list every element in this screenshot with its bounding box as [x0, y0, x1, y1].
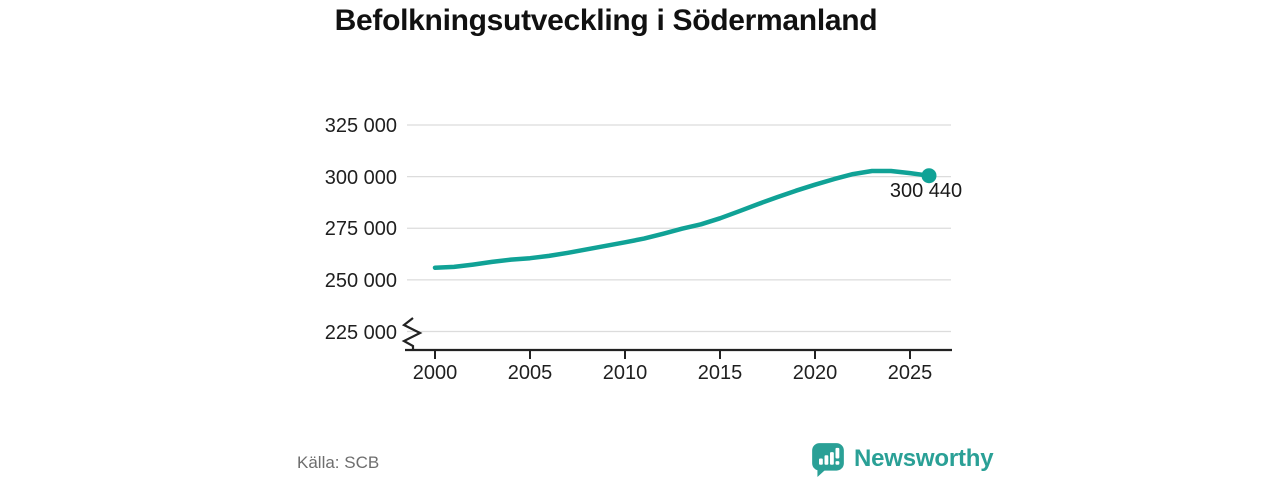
latest-value-label: 300 440	[889, 180, 963, 202]
population-series-line	[432, 168, 932, 270]
y-tick-label: 300 000	[324, 166, 397, 189]
newsworthy-logo-text: Newsworthy	[854, 445, 994, 472]
x-axis	[405, 348, 952, 359]
x-tick-label: 2010	[602, 362, 648, 384]
page-title: Befolkningsutveckling i Södermanland	[334, 4, 878, 37]
newsworthy-logo-icon	[812, 442, 844, 477]
source-note: Källa: SCB	[297, 453, 380, 472]
y-tick-label: 250 000	[324, 269, 397, 292]
y-axis-break-icon	[401, 317, 423, 350]
x-tick-label: 2020	[792, 362, 838, 384]
y-tick-label: 275 000	[324, 218, 397, 241]
x-tick-label: 2015	[697, 362, 743, 384]
x-tick-label: 2005	[507, 362, 553, 384]
y-tick-label: 225 000	[324, 321, 397, 344]
y-tick-label: 325 000	[324, 115, 397, 137]
latest-value-dot	[921, 168, 937, 184]
x-tick-label: 2000	[412, 362, 458, 384]
x-tick-label: 2025	[887, 362, 933, 384]
newsworthy-logo: Newsworthy	[810, 440, 994, 478]
